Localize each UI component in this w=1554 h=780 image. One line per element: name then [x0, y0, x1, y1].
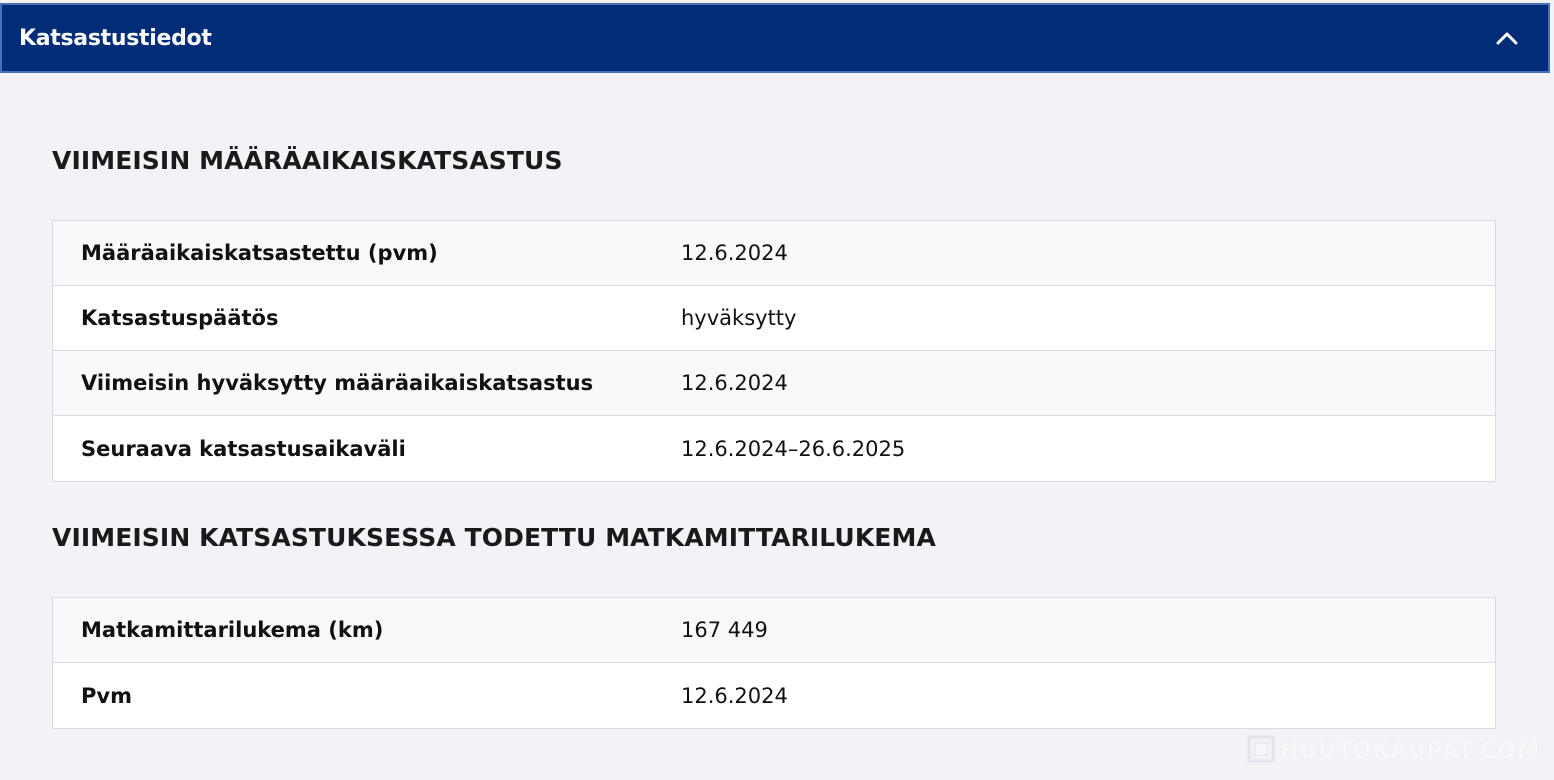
row-label: Määräaikaiskatsastettu (pvm) — [81, 241, 438, 265]
row-label: Matkamittarilukema (km) — [81, 618, 384, 642]
watermark: HUUTOKAUPAT.COM — [1246, 734, 1540, 768]
row-value: 12.6.2024 — [681, 683, 788, 708]
panel-title: Katsastustiedot — [19, 25, 212, 51]
inspection-table: Määräaikaiskatsastettu (pvm) 12.6.2024 K… — [52, 220, 1496, 482]
row-value: 167 449 — [681, 618, 768, 642]
row-label: Pvm — [81, 683, 132, 708]
odometer-table: Matkamittarilukema (km) 167 449 Pvm 12.6… — [52, 597, 1496, 729]
table-row: Pvm 12.6.2024 — [53, 663, 1495, 728]
row-label: Viimeisin hyväksytty määräaikaiskatsastu… — [81, 371, 594, 395]
row-label: Seuraava katsastusaikaväli — [81, 436, 406, 461]
row-value: 12.6.2024–26.6.2025 — [681, 436, 906, 461]
accordion-header[interactable]: Katsastustiedot — [0, 3, 1550, 73]
chevron-up-icon[interactable] — [1494, 25, 1520, 51]
row-value: hyväksytty — [681, 306, 797, 330]
watermark-logo-icon — [1246, 734, 1276, 768]
table-row: Matkamittarilukema (km) 167 449 — [53, 598, 1495, 663]
section-heading-inspection: VIIMEISIN MÄÄRÄAIKAISKATSASTUS — [52, 146, 563, 175]
table-row: Viimeisin hyväksytty määräaikaiskatsastu… — [53, 351, 1495, 416]
section-heading-odometer: VIIMEISIN KATSASTUKSESSA TODETTU MATKAMI… — [52, 523, 936, 552]
watermark-text: HUUTOKAUPAT.COM — [1279, 738, 1540, 764]
row-label: Katsastuspäätös — [81, 306, 279, 330]
row-value: 12.6.2024 — [681, 241, 788, 265]
row-value: 12.6.2024 — [681, 371, 788, 395]
table-row: Seuraava katsastusaikaväli 12.6.2024–26.… — [53, 416, 1495, 481]
table-row: Katsastuspäätös hyväksytty — [53, 286, 1495, 351]
table-row: Määräaikaiskatsastettu (pvm) 12.6.2024 — [53, 221, 1495, 286]
